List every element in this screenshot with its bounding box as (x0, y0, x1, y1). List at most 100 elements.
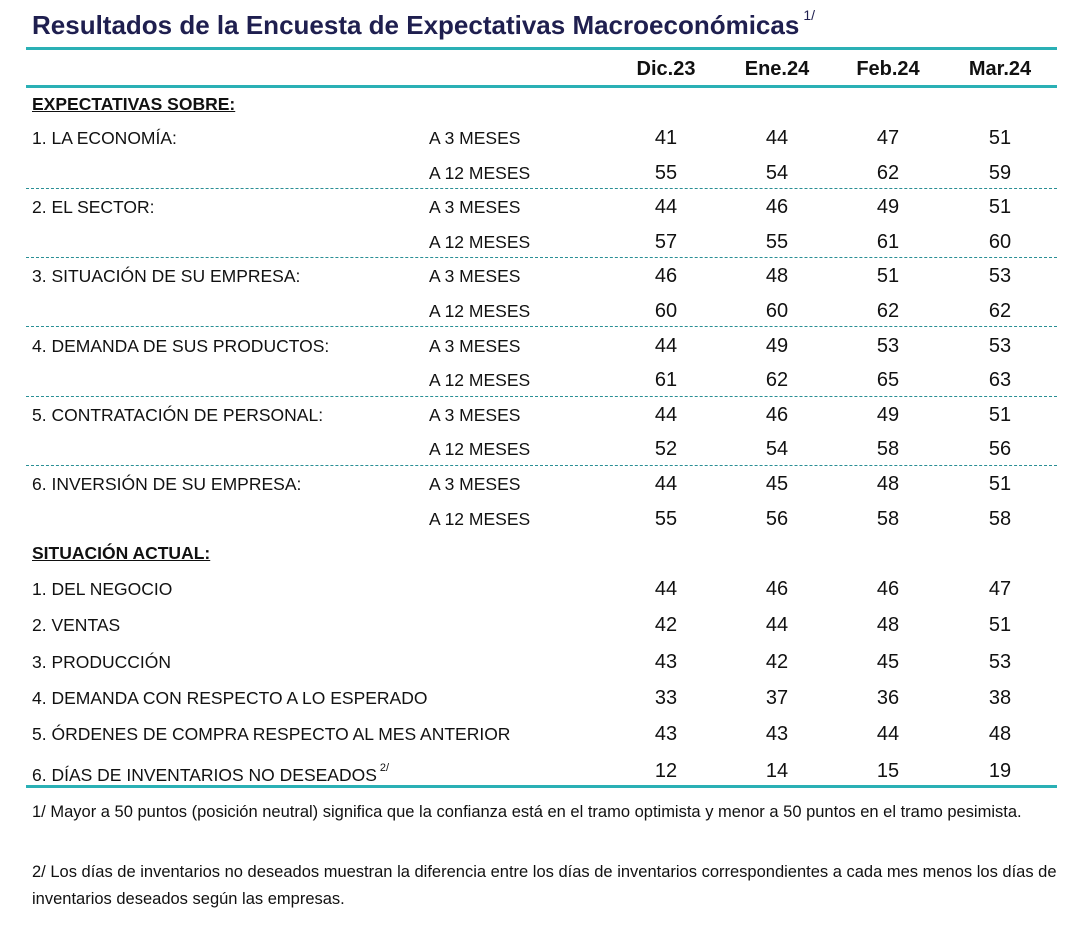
value-cell: 53 (876, 334, 900, 357)
value-cell: 55 (654, 507, 678, 530)
value-cell: 49 (765, 334, 789, 357)
title-text: Resultados de la Encuesta de Expectativa… (32, 10, 800, 40)
value-cell: 58 (876, 438, 900, 461)
table-row: A 12 MESES 55 54 62 59 (0, 158, 1087, 188)
horizon-label: A 3 MESES (429, 266, 521, 287)
value-cell: 61 (876, 230, 900, 253)
value-cell: 62 (988, 300, 1012, 322)
value-cell: 49 (876, 403, 900, 426)
table-row: 3. PRODUCCIÓN 43 42 45 53 (0, 647, 1087, 677)
value-cell: 60 (654, 300, 678, 322)
value-cell: 44 (654, 334, 678, 357)
value-cell: 14 (765, 759, 789, 782)
row-label-text: 2. VENTAS (32, 615, 121, 636)
group-divider (26, 464, 1057, 466)
horizon-label: A 12 MESES (429, 231, 531, 252)
value-cell: 37 (765, 686, 789, 709)
value-cell: 15 (876, 759, 900, 782)
table-row: 5. CONTRATACIÓN DE PERSONAL: A 3 MESES 44 4… (0, 400, 1087, 430)
section-heading-expectativas: EXPECTATIVAS SOBRE: (32, 94, 236, 114)
column-header: Mar.24 (968, 58, 1032, 80)
value-cell: 44 (765, 614, 789, 637)
value-cell: 41 (654, 127, 678, 149)
value-cell: 44 (654, 473, 678, 495)
table-row: 2. VENTAS 42 44 48 51 (0, 610, 1087, 640)
value-cell: 58 (988, 507, 1012, 530)
value-cell: 48 (765, 265, 789, 288)
row-label: 1. DEL NEGOCIO (32, 574, 172, 604)
value-cell: 62 (876, 161, 900, 184)
row-label: 4. DEMANDA CON RESPECTO A LO ESPERADO (32, 683, 428, 713)
value-cell: 48 (876, 473, 900, 495)
value-cell: 55 (765, 230, 789, 253)
value-cell: 46 (654, 265, 678, 288)
group-divider (26, 257, 1057, 259)
table-row: 4. DEMANDA DE SUS PRODUCTOS: A 3 MESES 44 4… (0, 331, 1087, 361)
column-header-row: Dic.23 Ene.24 Feb.24 Mar.24 (0, 54, 1087, 84)
value-cell: 62 (765, 369, 789, 392)
row-label: 2. EL SECTOR: (32, 197, 155, 218)
value-cell: 56 (988, 438, 1012, 461)
table-row: 3. SITUACIÓN DE SU EMPRESA: A 3 MESES 46 48… (0, 261, 1087, 291)
value-cell: 52 (654, 438, 678, 461)
column-header: Feb.24 (856, 58, 920, 80)
value-cell: 42 (765, 650, 789, 673)
value-cell: 46 (765, 403, 789, 426)
value-cell: 46 (876, 578, 900, 600)
footnote-1: 1/ Mayor a 50 puntos (posición neutral) … (32, 803, 1022, 821)
value-cell: 45 (765, 473, 789, 495)
horizon-label: A 12 MESES (429, 370, 531, 391)
horizon-label: A 12 MESES (429, 301, 531, 321)
value-cell: 44 (876, 723, 900, 746)
value-cell: 61 (654, 369, 678, 392)
top-rule (26, 47, 1057, 50)
table-row: 5. ÓRDENES DE COMPRA RESPECTO AL MES ANT… (0, 719, 1087, 749)
table-row: 1. DEL NEGOCIO 44 46 46 47 (0, 574, 1087, 604)
row-label-text: 5. ÓRDENES DE COMPRA RESPECTO AL MES ANT… (32, 724, 511, 745)
value-cell: 53 (988, 650, 1012, 673)
value-cell: 65 (876, 369, 900, 392)
value-cell: 51 (988, 614, 1012, 637)
value-cell: 55 (654, 161, 678, 184)
value-cell: 60 (765, 300, 789, 322)
horizon-label: A 12 MESES (429, 508, 531, 529)
value-cell: 60 (988, 230, 1012, 253)
value-cell: 54 (765, 438, 789, 461)
value-cell: 46 (765, 196, 789, 219)
row-label: 5. CONTRATACIÓN DE PERSONAL: (32, 404, 324, 425)
bottom-rule (26, 785, 1057, 788)
value-cell: 44 (654, 578, 678, 600)
group-divider (26, 395, 1057, 397)
table-row: A 12 MESES 52 54 58 56 (0, 434, 1087, 464)
value-cell: 47 (988, 578, 1012, 600)
value-cell: 44 (654, 403, 678, 426)
table-row: A 12 MESES 60 60 62 62 (0, 296, 1087, 326)
value-cell: 38 (988, 686, 1012, 709)
table-row: 6. INVERSIÓN DE SU EMPRESA: A 3 MESES 44 45… (0, 469, 1087, 499)
group-divider (26, 326, 1057, 328)
horizon-label: A 12 MESES (429, 162, 531, 183)
value-cell: 54 (765, 161, 789, 184)
table-row: 2. EL SECTOR: A 3 MESES 44 46 49 51 (0, 192, 1087, 222)
value-cell: 63 (988, 369, 1012, 392)
value-cell: 51 (988, 127, 1012, 149)
value-cell: 42 (654, 614, 678, 637)
horizon-label: A 3 MESES (429, 335, 521, 356)
value-cell: 56 (765, 507, 789, 530)
value-cell: 45 (876, 650, 900, 673)
value-cell: 47 (876, 127, 900, 149)
value-cell: 53 (988, 334, 1012, 357)
column-header: Dic.23 (636, 58, 696, 80)
value-cell: 59 (988, 161, 1012, 184)
value-cell: 19 (988, 759, 1012, 782)
horizon-label: A 12 MESES (429, 439, 531, 460)
footnote-2: 2/ Los días de inventarios no deseados m… (32, 863, 1057, 908)
row-label-text: 4. DEMANDA CON RESPECTO A LO ESPERADO (32, 687, 428, 708)
horizon-label: A 3 MESES (429, 474, 521, 494)
value-cell: 36 (876, 686, 900, 709)
row-label: 5. ÓRDENES DE COMPRA RESPECTO AL MES ANT… (32, 719, 510, 749)
value-cell: 51 (988, 403, 1012, 426)
table-row: A 12 MESES 55 56 58 58 (0, 504, 1087, 534)
value-cell: 12 (654, 759, 678, 782)
